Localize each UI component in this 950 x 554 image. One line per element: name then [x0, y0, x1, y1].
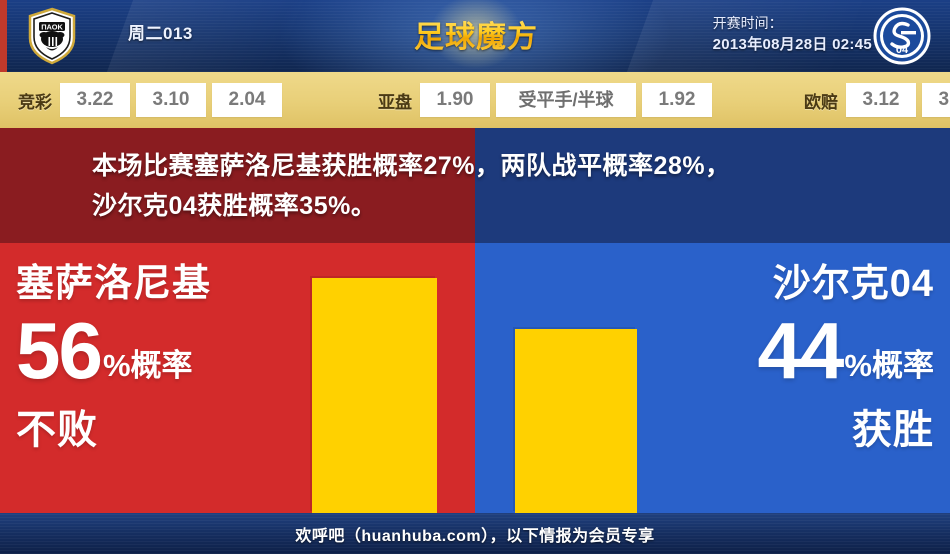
- odds-cell-jingcai-home[interactable]: 3.22: [60, 83, 130, 117]
- svg-text:04: 04: [896, 44, 909, 56]
- away-probability-bar: [515, 329, 637, 513]
- home-probability-bar: [312, 278, 437, 513]
- home-percent-value: 56: [16, 306, 103, 395]
- odds-cell-oupei-draw[interactable]: 3.29: [922, 83, 950, 117]
- odds-cell-jingcai-away[interactable]: 2.04: [212, 83, 282, 117]
- kickoff-value: 2013年08月28日 02:45: [712, 36, 872, 53]
- brand-logo: 足球魔方: [398, 0, 554, 72]
- schalke04-crest-icon: 04: [872, 6, 932, 66]
- away-team-block: 沙尔克04 44 %概率 获胜: [757, 261, 934, 455]
- header-left-accent: [0, 0, 7, 72]
- odds-cell-yapan-away[interactable]: 1.92: [642, 83, 712, 117]
- odds-group-oupei: 欧赔 3.12 3.29 2.21: [804, 83, 950, 117]
- odds-bar: 竞彩 3.22 3.10 2.04 亚盘 1.90 受平手/半球 1.92 欧赔…: [0, 72, 950, 128]
- header-bar: ΠΑΟΚ 周二013 足球魔方 开赛时间： 2013年08月28日 02:45: [0, 0, 950, 72]
- banner-line-2: 沙尔克04获胜概率35%。: [92, 191, 377, 220]
- banner-text: 本场比赛塞萨洛尼基获胜概率27%，两队战平概率28%， 沙尔克04获胜概率35%…: [0, 128, 950, 243]
- footer-bar: 欢呼吧（huanhuba.com），以下情报为会员专享: [0, 513, 950, 554]
- banner-right-half: [475, 128, 950, 243]
- away-percent-row: 44 %概率: [757, 311, 934, 391]
- odds-group-yapan: 亚盘 1.90 受平手/半球 1.92: [378, 83, 718, 117]
- home-percent-unit: %概率: [102, 348, 193, 383]
- home-team-block: 塞萨洛尼基 56 %概率 不败: [16, 261, 211, 455]
- home-team-name: 塞萨洛尼基: [16, 263, 212, 305]
- kickoff-label: 开赛时间：: [712, 15, 783, 31]
- paok-crest-icon: ΠΑΟΚ: [22, 6, 82, 66]
- away-percent-unit: %概率: [844, 348, 934, 383]
- probability-banner: 本场比赛塞萨洛尼基获胜概率27%，两队战平概率28%， 沙尔克04获胜概率35%…: [0, 128, 950, 243]
- odds-label-yapan: 亚盘: [378, 92, 412, 112]
- odds-cell-oupei-home[interactable]: 3.12: [846, 83, 916, 117]
- match-number: 周二013: [128, 24, 193, 43]
- odds-label-jingcai: 竞彩: [18, 92, 52, 112]
- brand-logo-text: 足球魔方: [398, 12, 554, 56]
- footer-text: 欢呼吧（huanhuba.com），以下情报为会员专享: [295, 527, 655, 545]
- away-team-name: 沙尔克04: [772, 263, 934, 305]
- svg-text:ΠΑΟΚ: ΠΑΟΚ: [41, 23, 63, 32]
- odds-label-oupei: 欧赔: [804, 92, 838, 112]
- odds-group-jingcai: 竞彩 3.22 3.10 2.04: [18, 83, 288, 117]
- odds-cell-yapan-handicap[interactable]: 受平手/半球: [496, 83, 636, 117]
- odds-cell-yapan-home[interactable]: 1.90: [420, 83, 490, 117]
- home-percent-row: 56 %概率: [16, 311, 211, 391]
- banner-left-half: [0, 128, 475, 243]
- home-outcome-label: 不败: [16, 408, 98, 452]
- main-comparison-panel: 塞萨洛尼基 56 %概率 不败 沙尔克04 44 %概率 获胜: [0, 243, 950, 513]
- odds-cell-jingcai-draw[interactable]: 3.10: [136, 83, 206, 117]
- away-outcome-label: 获胜: [852, 408, 934, 452]
- kickoff-time: 开赛时间： 2013年08月28日 02:45: [713, 12, 872, 56]
- away-percent-value: 44: [757, 306, 844, 395]
- banner-line-1: 本场比赛塞萨洛尼基获胜概率27%，两队战平概率28%，: [92, 151, 731, 180]
